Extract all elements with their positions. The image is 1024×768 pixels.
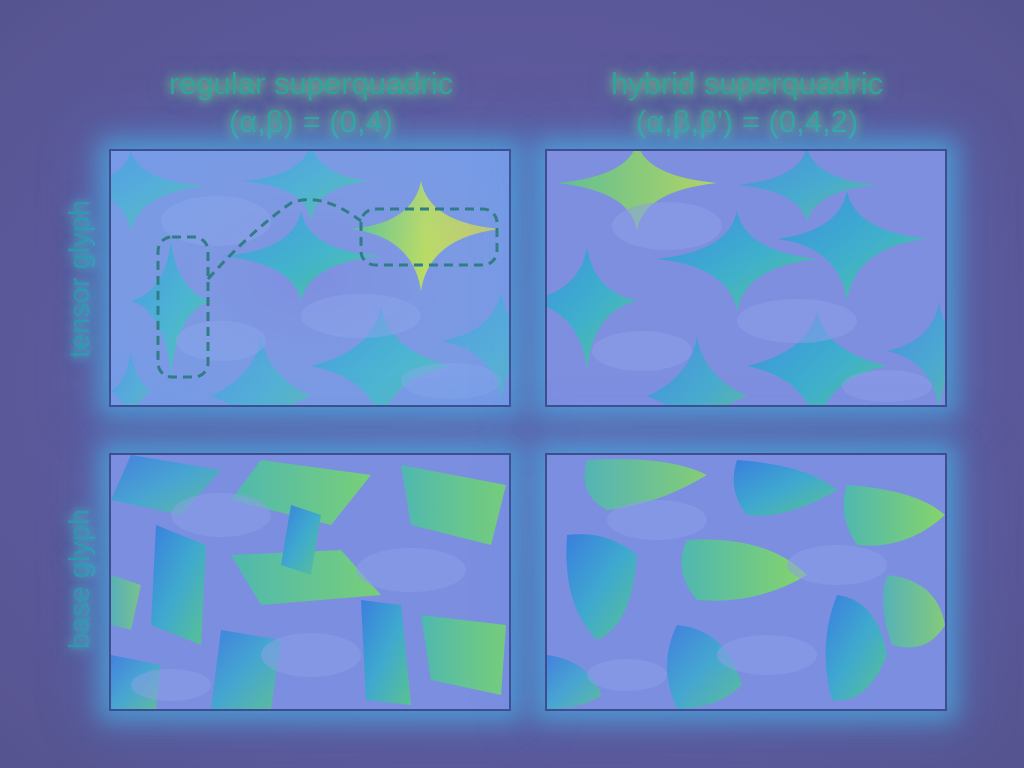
glyph-facet bbox=[843, 485, 945, 546]
glyph-star bbox=[887, 301, 945, 405]
column-title-regular-line2: (α,β) = (0,4) bbox=[228, 104, 394, 139]
highlight-box-horizontal bbox=[359, 207, 499, 267]
column-title-regular-line1: regular superquadric bbox=[168, 66, 454, 101]
glyph-facet bbox=[211, 630, 281, 709]
glyph-facet bbox=[733, 460, 837, 516]
panel-hybrid-base-glyph bbox=[545, 453, 947, 711]
panel-regular-base-glyph bbox=[109, 453, 511, 711]
glyph-facet bbox=[584, 459, 707, 510]
glyph-star bbox=[737, 151, 877, 223]
glyph-facet bbox=[883, 575, 945, 648]
column-title-hybrid-line2: (α,β,β') = (0,4,2) bbox=[635, 104, 859, 139]
glyph-star bbox=[557, 151, 717, 231]
glyph-field-regular-base bbox=[111, 455, 509, 709]
glyph-star bbox=[657, 211, 817, 311]
glyph-star bbox=[647, 336, 747, 405]
glyph-facet bbox=[681, 539, 807, 601]
glyph-field-hybrid-tensor bbox=[547, 151, 945, 405]
glyph-field-regular-tensor bbox=[111, 151, 509, 405]
glyph-facet bbox=[547, 655, 602, 709]
glyph-facet bbox=[401, 465, 506, 545]
panel-regular-tensor-glyph bbox=[109, 149, 511, 407]
connector-dashed-line bbox=[206, 198, 362, 281]
highlight-box-vertical bbox=[156, 235, 210, 379]
glyph-facet bbox=[231, 550, 381, 605]
glyph-facet bbox=[361, 600, 411, 705]
panel-hybrid-tensor-glyph bbox=[545, 149, 947, 407]
glyph-facet bbox=[667, 625, 742, 709]
glyph-star bbox=[547, 246, 637, 371]
glyph-facet bbox=[825, 595, 887, 701]
glyph-facet bbox=[151, 525, 206, 645]
column-title-regular: regular superquadric (α,β) = (0,4) bbox=[101, 65, 521, 141]
column-title-hybrid-line1: hybrid superquadric bbox=[610, 66, 884, 101]
column-title-hybrid: hybrid superquadric (α,β,β') = (0,4,2) bbox=[537, 65, 957, 141]
glyph-facet bbox=[421, 615, 506, 695]
row-label-base-glyph: base glyph bbox=[64, 508, 96, 650]
glyph-star bbox=[777, 191, 927, 301]
glyph-facet bbox=[566, 534, 637, 640]
glyph-field-hybrid-base bbox=[547, 455, 945, 709]
glyph-star bbox=[747, 311, 887, 405]
glyph-facet bbox=[281, 505, 321, 575]
glyph-facet bbox=[111, 575, 141, 630]
row-label-tensor-glyph: tensor glyph bbox=[64, 200, 96, 358]
